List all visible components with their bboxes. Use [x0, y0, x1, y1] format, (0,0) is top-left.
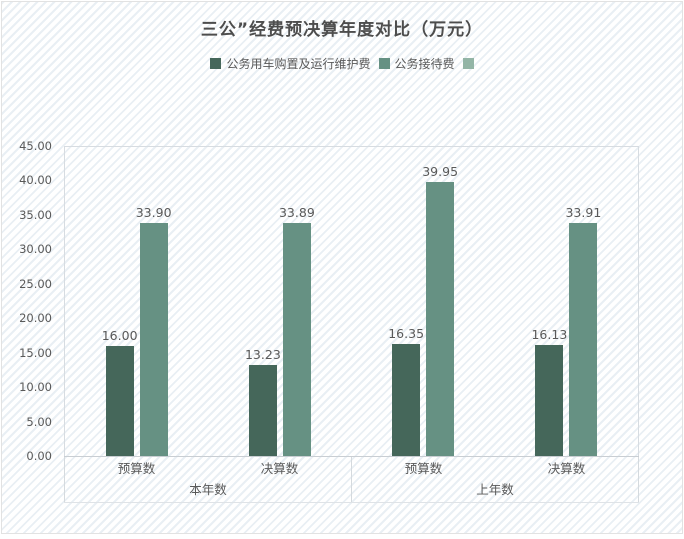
- y-tick-label: 25.00: [19, 276, 52, 291]
- y-tick-label: 45.00: [19, 139, 52, 153]
- plot-area: 16.00 33.90 13.23 33.89 16.35 39.95 16.13 33.91: [64, 146, 639, 456]
- bar: [535, 345, 564, 456]
- category-label: 决算数: [547, 461, 586, 476]
- group-label: 本年数: [189, 482, 227, 497]
- category-label: 预算数: [404, 461, 443, 476]
- bar-column: 13.23: [245, 147, 281, 456]
- bar-value-label: 16.00: [101, 328, 138, 344]
- category-row: 预算数 决算数: [65, 457, 351, 481]
- legend-item: 公务接待费: [378, 55, 455, 72]
- y-tick-label: 0.00: [26, 449, 52, 463]
- chart-title: 三公”经费预决算年度对比（万元）: [200, 20, 484, 40]
- legend-swatch-icon: [378, 58, 390, 69]
- bar-column: 39.95: [422, 147, 458, 456]
- axis-group: 预算数 决算数上年数: [351, 457, 639, 502]
- legend-label: 公务用车购置及运行维护费: [226, 57, 371, 71]
- bar-column: 16.13: [531, 147, 567, 456]
- category-label: 预算数: [117, 461, 156, 476]
- y-tick-label: 5.00: [26, 414, 52, 429]
- y-tick-label: 10.00: [19, 380, 52, 395]
- y-axis: 45.00 40.00 35.00 30.00 25.00 20.00 15.00 10.00…: [2, 139, 56, 463]
- bar-column: 16.00: [102, 147, 138, 456]
- bar-value-label: 33.91: [565, 205, 602, 221]
- bar: [105, 346, 134, 456]
- bar-group: 16.00 33.90: [65, 147, 208, 456]
- legend-item: 公务用车购置及运行维护费: [210, 55, 371, 72]
- category-label: 决算数: [260, 461, 299, 476]
- bar-group: 16.13 33.91: [495, 147, 638, 456]
- category-row: 预算数 决算数: [352, 457, 638, 481]
- bar-value-label: 16.13: [531, 327, 568, 343]
- legend-swatch-icon: [210, 58, 222, 69]
- bar-value-label: 33.89: [278, 205, 315, 221]
- bar: [569, 223, 598, 456]
- x-axis-band: 预算数 决算数本年数 预算数 决算数上年数: [64, 456, 639, 503]
- chart-legend: 公务用车购置及运行维护费 公务接待费: [2, 55, 682, 72]
- axis-group: 预算数 决算数本年数: [64, 457, 351, 502]
- bar-column: 33.89: [279, 147, 315, 456]
- y-tick-label: 15.00: [19, 345, 52, 360]
- legend-item: [462, 58, 474, 69]
- legend-swatch-icon: [462, 58, 474, 69]
- bar-column: 33.91: [565, 147, 601, 456]
- bar-value-label: 33.90: [135, 205, 172, 221]
- group-label: 上年数: [476, 482, 514, 497]
- bar: [392, 343, 421, 456]
- bar: [282, 223, 311, 456]
- y-tick-label: 30.00: [19, 242, 52, 257]
- bar-group: 16.35 39.95: [352, 147, 495, 456]
- y-tick-label: 20.00: [19, 311, 52, 326]
- y-tick-label: 35.00: [19, 207, 52, 222]
- bar-column: 33.90: [136, 147, 172, 456]
- bar-group: 13.23 33.89: [208, 147, 351, 456]
- bar-column: 16.35: [388, 147, 424, 456]
- bar: [248, 365, 277, 456]
- bar: [139, 223, 168, 456]
- bar: [426, 181, 455, 456]
- legend-label: 公务接待费: [394, 57, 455, 71]
- bar-value-label: 16.35: [388, 325, 425, 341]
- y-tick-label: 40.00: [19, 173, 52, 188]
- bar-value-label: 39.95: [422, 163, 459, 179]
- bar-value-label: 13.23: [244, 347, 281, 363]
